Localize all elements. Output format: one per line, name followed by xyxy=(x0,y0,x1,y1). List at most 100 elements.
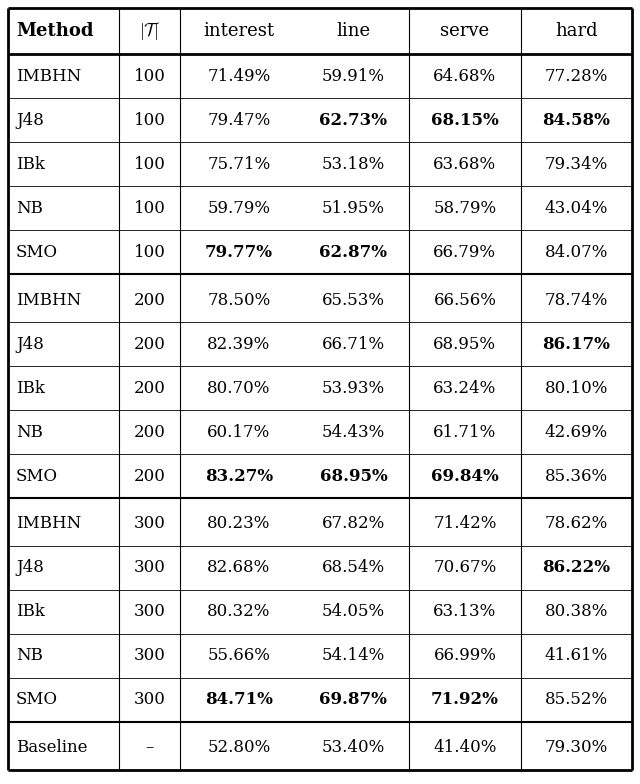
Text: 65.53%: 65.53% xyxy=(322,292,385,308)
Text: 51.95%: 51.95% xyxy=(322,199,385,216)
Text: 86.17%: 86.17% xyxy=(542,336,610,353)
Text: –: – xyxy=(145,739,154,757)
Text: 200: 200 xyxy=(134,423,166,441)
Text: 71.92%: 71.92% xyxy=(431,691,499,709)
Text: 100: 100 xyxy=(134,199,166,216)
Text: IBk: IBk xyxy=(16,379,45,397)
Text: 62.87%: 62.87% xyxy=(319,244,387,260)
Text: IBk: IBk xyxy=(16,155,45,172)
Text: hard: hard xyxy=(555,22,598,40)
Text: Method: Method xyxy=(16,22,93,40)
Text: 80.23%: 80.23% xyxy=(207,516,271,532)
Text: 200: 200 xyxy=(134,292,166,308)
Text: 66.56%: 66.56% xyxy=(433,292,496,308)
Text: 55.66%: 55.66% xyxy=(207,648,270,665)
Text: 67.82%: 67.82% xyxy=(322,516,385,532)
Text: 61.71%: 61.71% xyxy=(433,423,497,441)
Text: 68.15%: 68.15% xyxy=(431,111,499,129)
Text: 71.42%: 71.42% xyxy=(433,516,497,532)
Text: NB: NB xyxy=(16,199,43,216)
Text: 80.10%: 80.10% xyxy=(545,379,608,397)
Text: 78.50%: 78.50% xyxy=(207,292,271,308)
Text: Baseline: Baseline xyxy=(16,739,88,757)
Text: 42.69%: 42.69% xyxy=(545,423,608,441)
Text: 63.13%: 63.13% xyxy=(433,604,497,620)
Text: 53.93%: 53.93% xyxy=(322,379,385,397)
Text: 43.04%: 43.04% xyxy=(545,199,608,216)
Text: 59.91%: 59.91% xyxy=(322,67,385,85)
Text: IBk: IBk xyxy=(16,604,45,620)
Text: 85.36%: 85.36% xyxy=(545,467,608,485)
Text: 75.71%: 75.71% xyxy=(207,155,271,172)
Text: 80.38%: 80.38% xyxy=(545,604,608,620)
Text: NB: NB xyxy=(16,648,43,665)
Text: 68.95%: 68.95% xyxy=(433,336,497,353)
Text: 80.32%: 80.32% xyxy=(207,604,271,620)
Text: 78.74%: 78.74% xyxy=(545,292,608,308)
Text: 84.71%: 84.71% xyxy=(205,691,273,709)
Text: 63.24%: 63.24% xyxy=(433,379,497,397)
Text: 78.62%: 78.62% xyxy=(545,516,608,532)
Text: 68.95%: 68.95% xyxy=(319,467,387,485)
Text: 54.43%: 54.43% xyxy=(322,423,385,441)
Text: 66.79%: 66.79% xyxy=(433,244,497,260)
Text: 300: 300 xyxy=(134,516,166,532)
Text: 41.61%: 41.61% xyxy=(545,648,608,665)
Text: 64.68%: 64.68% xyxy=(433,67,497,85)
Text: 66.71%: 66.71% xyxy=(322,336,385,353)
Text: 200: 200 xyxy=(134,336,166,353)
Text: 100: 100 xyxy=(134,155,166,172)
Text: IMBHN: IMBHN xyxy=(16,67,81,85)
Text: IMBHN: IMBHN xyxy=(16,292,81,308)
Text: 66.99%: 66.99% xyxy=(433,648,496,665)
Text: 71.49%: 71.49% xyxy=(207,67,271,85)
Text: 79.77%: 79.77% xyxy=(205,244,273,260)
Text: 58.79%: 58.79% xyxy=(433,199,497,216)
Text: 200: 200 xyxy=(134,379,166,397)
Text: 54.05%: 54.05% xyxy=(322,604,385,620)
Text: 79.30%: 79.30% xyxy=(545,739,608,757)
Text: serve: serve xyxy=(440,22,490,40)
Text: IMBHN: IMBHN xyxy=(16,516,81,532)
Text: $|\mathcal{T}|$: $|\mathcal{T}|$ xyxy=(139,20,161,42)
Text: 84.58%: 84.58% xyxy=(542,111,610,129)
Text: 68.54%: 68.54% xyxy=(322,560,385,576)
Text: 70.67%: 70.67% xyxy=(433,560,497,576)
Text: 85.52%: 85.52% xyxy=(545,691,608,709)
Text: 53.18%: 53.18% xyxy=(322,155,385,172)
Text: 100: 100 xyxy=(134,244,166,260)
Text: 77.28%: 77.28% xyxy=(545,67,608,85)
Text: J48: J48 xyxy=(16,111,44,129)
Text: 41.40%: 41.40% xyxy=(433,739,497,757)
Text: 100: 100 xyxy=(134,67,166,85)
Text: 300: 300 xyxy=(134,691,166,709)
Text: 100: 100 xyxy=(134,111,166,129)
Text: 79.47%: 79.47% xyxy=(207,111,271,129)
Text: 63.68%: 63.68% xyxy=(433,155,497,172)
Text: 82.68%: 82.68% xyxy=(207,560,271,576)
Text: J48: J48 xyxy=(16,336,44,353)
Text: SMO: SMO xyxy=(16,691,58,709)
Text: 300: 300 xyxy=(134,560,166,576)
Text: 84.07%: 84.07% xyxy=(545,244,608,260)
Text: 86.22%: 86.22% xyxy=(542,560,611,576)
Text: NB: NB xyxy=(16,423,43,441)
Text: SMO: SMO xyxy=(16,244,58,260)
Text: line: line xyxy=(337,22,371,40)
Text: 59.79%: 59.79% xyxy=(207,199,270,216)
Text: 54.14%: 54.14% xyxy=(322,648,385,665)
Text: 69.84%: 69.84% xyxy=(431,467,499,485)
Text: 79.34%: 79.34% xyxy=(545,155,608,172)
Text: 53.40%: 53.40% xyxy=(322,739,385,757)
Text: 200: 200 xyxy=(134,467,166,485)
Text: 62.73%: 62.73% xyxy=(319,111,387,129)
Text: 69.87%: 69.87% xyxy=(319,691,387,709)
Text: interest: interest xyxy=(204,22,275,40)
Text: 80.70%: 80.70% xyxy=(207,379,271,397)
Text: 60.17%: 60.17% xyxy=(207,423,271,441)
Text: 300: 300 xyxy=(134,648,166,665)
Text: 82.39%: 82.39% xyxy=(207,336,271,353)
Text: 52.80%: 52.80% xyxy=(207,739,271,757)
Text: 83.27%: 83.27% xyxy=(205,467,273,485)
Text: 300: 300 xyxy=(134,604,166,620)
